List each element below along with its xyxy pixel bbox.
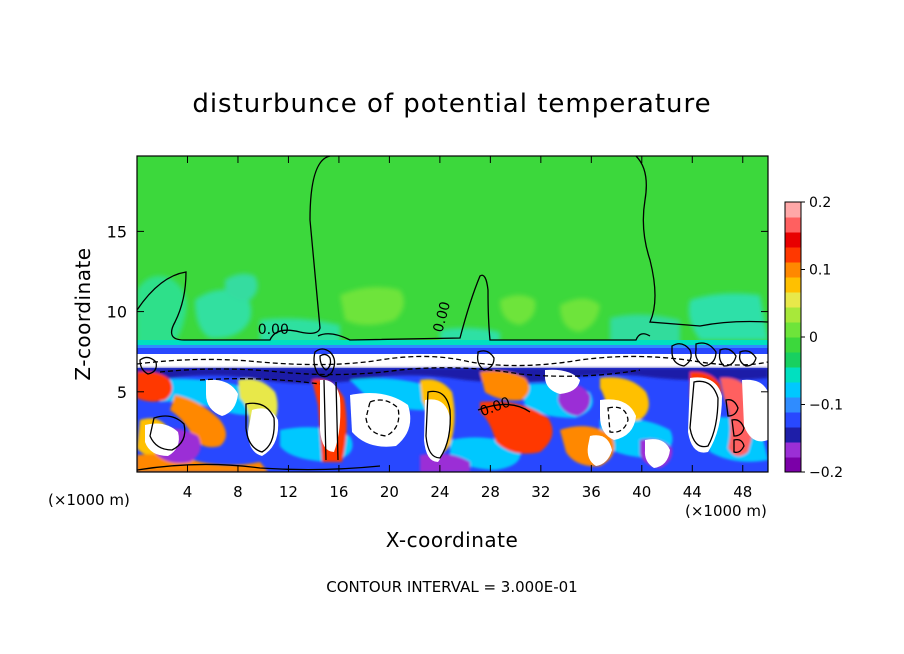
x-tick-label: 16 — [329, 483, 348, 501]
x-tick-label: 44 — [683, 483, 702, 501]
x-tick-label: 32 — [531, 483, 550, 501]
colorbar-swatch — [785, 397, 801, 413]
y-axis-label: Z-coordinate — [71, 247, 95, 380]
x-unit-right: (×1000 m) — [685, 502, 767, 520]
colorbar-swatch — [785, 247, 801, 263]
colorbar: 0.2 0.1 0 −0.1 −0.2 — [784, 195, 843, 481]
contour-interval-note: CONTOUR INTERVAL = 3.000E-01 — [326, 578, 577, 596]
colorbar-tick-label: 0 — [809, 330, 818, 346]
x-tick-label: 4 — [183, 483, 193, 501]
x-tick-label: 8 — [233, 483, 243, 501]
colorbar-swatch — [785, 337, 801, 353]
x-tick-label: 20 — [380, 483, 399, 501]
plot-frame — [136, 155, 769, 473]
layer-band-white — [137, 354, 768, 368]
colorbar-swatch — [785, 307, 801, 323]
colorbar-swatch — [785, 352, 801, 368]
y-tick-label: 15 — [107, 222, 127, 241]
layer-band-blue — [137, 348, 768, 354]
colorbar-swatch — [785, 202, 801, 218]
colorbar-swatch — [785, 232, 801, 248]
layer-band-cyan — [137, 340, 768, 346]
colorbar-tick-label: −0.1 — [809, 398, 843, 414]
chart-title: disturbunce of potential temperature — [192, 89, 711, 119]
contour-lines — [137, 156, 768, 471]
y-tick-label: 5 — [117, 383, 127, 402]
colorbar-swatch — [785, 442, 801, 458]
x-axis: 4 8 12 16 20 24 28 32 36 40 44 48 — [183, 156, 752, 501]
colorbar-swatch — [785, 262, 801, 278]
colorbar-tick-label: −0.2 — [809, 465, 843, 481]
colorbar-swatch — [785, 217, 801, 233]
colorbar-swatch — [785, 367, 801, 383]
colorbar-tick-label: 0.1 — [809, 263, 831, 279]
neutral-pockets — [145, 369, 768, 468]
x-unit-left: (×1000 m) — [48, 491, 130, 509]
plot-area: 0.00 0.000.00 — [137, 156, 768, 472]
contour-label: 0.00 — [431, 300, 455, 334]
colorbar-swatch — [785, 382, 801, 398]
colorbar-swatch — [785, 412, 801, 428]
x-tick-label: 36 — [582, 483, 601, 501]
layer-band-lightblue — [137, 345, 768, 349]
colorbar-swatch — [785, 457, 801, 473]
x-tick-label: 40 — [632, 483, 651, 501]
x-tick-label: 48 — [733, 483, 752, 501]
colorbar-tick-label: 0.2 — [809, 195, 831, 211]
x-axis-label: X-coordinate — [386, 528, 519, 552]
y-axis: 5 10 15 — [107, 222, 768, 402]
x-tick-label: 24 — [430, 483, 449, 501]
contour-label: 0.00 — [258, 322, 289, 338]
colorbar-swatch — [785, 277, 801, 293]
colorbar-swatch — [785, 427, 801, 443]
colorbar-swatch — [785, 292, 801, 308]
y-tick-label: 10 — [107, 303, 127, 322]
colorbar-swatch — [785, 322, 801, 338]
x-tick-label: 28 — [481, 483, 500, 501]
x-tick-label: 12 — [279, 483, 298, 501]
